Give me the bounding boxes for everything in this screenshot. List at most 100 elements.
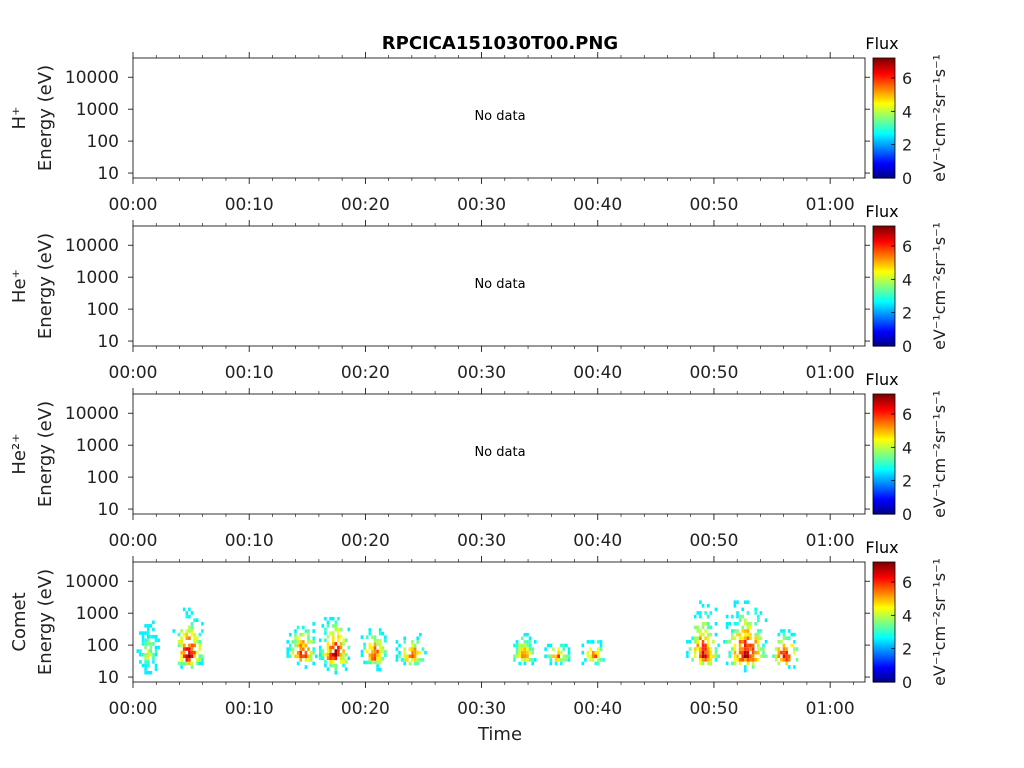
flux-cell: [144, 645, 147, 650]
flux-cell: [188, 661, 191, 666]
flux-cell: [152, 652, 155, 657]
colorbar-step: [873, 608, 895, 611]
flux-cell: [378, 642, 382, 647]
flux-cell: [368, 642, 372, 647]
flux-cell: [154, 634, 158, 639]
flux-cell: [411, 658, 414, 662]
flux-cell: [312, 650, 315, 655]
flux-cell: [549, 654, 553, 659]
flux-cell: [751, 665, 755, 669]
flux-cell: [693, 640, 697, 644]
x-tick-label: 00:10: [225, 531, 274, 551]
flux-cell: [180, 654, 183, 658]
colorbar-step: [873, 616, 895, 619]
flux-cell: [144, 624, 147, 628]
flux-cell: [296, 636, 300, 641]
flux-cell: [152, 620, 155, 625]
flux-cell: [185, 654, 189, 658]
colorbar-step: [873, 680, 895, 683]
colorbar-step: [873, 658, 895, 661]
flux-cell: [146, 624, 150, 628]
colorbar-step: [873, 86, 895, 89]
flux-cell: [326, 652, 330, 657]
flux-cell: [728, 650, 731, 655]
flux-cell: [337, 627, 340, 632]
colorbar-step: [873, 100, 895, 103]
flux-cell: [384, 653, 387, 657]
flux-cell: [581, 661, 585, 666]
x-tick-label: 01:00: [806, 531, 855, 551]
x-tick-label: 00:50: [689, 195, 738, 215]
flux-cell: [185, 629, 189, 633]
flux-cell: [723, 640, 726, 644]
flux-cell: [515, 640, 519, 644]
flux-cell: [378, 646, 382, 650]
flux-cell: [780, 629, 783, 633]
flux-blob: [172, 607, 204, 669]
flux-cell: [738, 647, 742, 651]
flux-cell: [554, 654, 558, 659]
colorbar-step: [873, 238, 895, 241]
colorbar-step: [873, 678, 895, 681]
flux-cell: [146, 631, 150, 635]
flux-cell: [139, 660, 142, 664]
flux-cell: [190, 665, 194, 669]
flux-cell: [714, 654, 718, 658]
flux-cell: [597, 650, 600, 655]
flux-cell: [193, 654, 196, 658]
flux-cell: [599, 643, 603, 648]
colorbar-step: [873, 262, 895, 265]
flux-cell: [193, 618, 196, 622]
colorbar-frame: [872, 393, 896, 515]
flux-cell: [149, 645, 153, 650]
colorbar-step: [873, 102, 895, 105]
flux-cell: [693, 647, 697, 651]
flux-cell: [195, 640, 199, 644]
flux-cell: [744, 650, 747, 655]
flux-cell: [599, 647, 603, 651]
colorbar-step: [873, 424, 895, 427]
flux-cell: [774, 654, 778, 658]
colorbar-title: Flux: [865, 370, 898, 389]
flux-cell: [531, 647, 534, 651]
colorbar-step: [873, 626, 895, 629]
flux-cell: [785, 636, 788, 640]
flux-cell: [728, 654, 731, 658]
flux-cell: [201, 629, 204, 633]
flux-cell: [717, 643, 720, 648]
y-axis-label: Energy (eV): [35, 401, 56, 507]
y-axis-species-label: He²⁺: [9, 433, 30, 474]
flux-cell: [195, 636, 199, 640]
flux-cell: [182, 647, 186, 651]
flux-cell: [373, 653, 377, 657]
colorbar-step: [873, 408, 895, 411]
flux-cell: [744, 636, 747, 640]
flux-cell: [144, 642, 147, 646]
colorbar-step: [873, 490, 895, 493]
flux-cell: [591, 650, 595, 655]
flux-cell: [154, 663, 158, 668]
flux-cell: [291, 650, 295, 655]
flux-cell: [746, 611, 750, 615]
colorbar-step: [873, 130, 895, 133]
colorbar-step: [873, 456, 895, 459]
flux-cell: [198, 643, 202, 648]
flux-cell: [190, 661, 194, 666]
flux-cell: [523, 643, 527, 648]
flux-cell: [421, 658, 425, 662]
flux-cell: [597, 640, 600, 644]
flux-cell: [195, 618, 199, 622]
flux-cell: [712, 654, 715, 658]
y-tick-label: 1000: [76, 604, 119, 624]
flux-cell: [188, 636, 191, 640]
colorbar-step: [873, 638, 895, 641]
colorbar-step: [873, 88, 895, 91]
flux-cell: [182, 661, 186, 666]
colorbar-step: [873, 428, 895, 431]
x-tick-label: 00:20: [341, 363, 390, 383]
colorbar-frame: [872, 561, 896, 683]
flux-cell: [701, 650, 705, 655]
flux-cell: [139, 649, 142, 653]
colorbar-step: [873, 610, 895, 613]
flux-blob: [513, 632, 537, 666]
